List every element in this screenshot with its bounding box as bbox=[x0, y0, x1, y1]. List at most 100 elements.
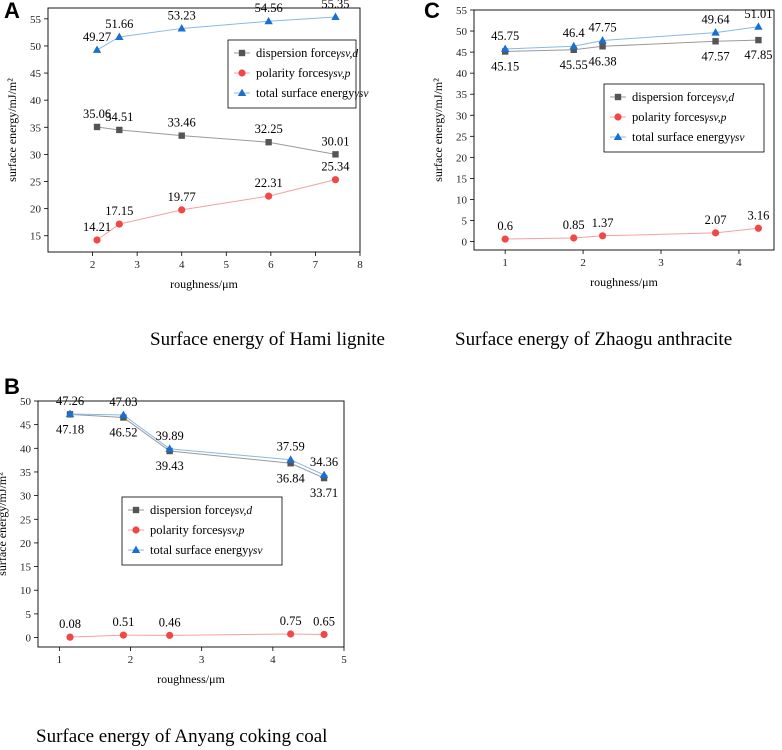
panel-b-plot-frame bbox=[37, 400, 345, 648]
panel-c-y-tick-label: 20 bbox=[456, 152, 468, 164]
panel-b-legend-label-polarity: polarity forcesγsv,p bbox=[150, 523, 245, 537]
panel-a-polarity-data-label: 22.31 bbox=[255, 176, 283, 190]
panel-c-legend-symbol: γsv,p bbox=[705, 112, 727, 124]
panel-a-y-tick-label: 40 bbox=[30, 95, 42, 107]
panel-b-y-axis-label: surface energy/mJ/m² bbox=[0, 472, 9, 576]
panel-a-polarity-data-label: 25.34 bbox=[321, 160, 350, 174]
panel-b-polarity-point bbox=[320, 630, 328, 639]
panel-a-total-data-label: 49.27 bbox=[83, 30, 111, 44]
panel-a-legend-symbol: γsv bbox=[354, 88, 369, 100]
panel-a-legend-text: polarity forces bbox=[256, 66, 329, 80]
panel-c-total-data-label: 49.64 bbox=[701, 13, 730, 27]
panel-b-polarity-point bbox=[66, 633, 74, 641]
panel-a-total-data-label: 51.66 bbox=[105, 17, 133, 31]
panel-c-total-point bbox=[754, 22, 763, 30]
panel-c-total-data-label: 51.01 bbox=[744, 7, 772, 21]
panel-b-y-tick-label: 15 bbox=[20, 562, 32, 574]
panel-a-y-tick-label: 50 bbox=[30, 41, 42, 53]
panel-a-y-tick-label: 20 bbox=[30, 204, 42, 216]
panel-b-total-data-label: 34.36 bbox=[310, 455, 338, 469]
panel-a-y-tick-label: 15 bbox=[30, 231, 42, 243]
panel-a-polarity-point bbox=[331, 176, 340, 184]
panel-c-total-data-label: 46.4 bbox=[563, 26, 586, 40]
panel-a-legend-box bbox=[227, 39, 357, 109]
panel-c-polarity-point bbox=[570, 234, 578, 242]
panel-label-c: C bbox=[424, 0, 440, 23]
panel-b-total-data-label: 37.59 bbox=[277, 440, 305, 454]
panel-b-legend-text: dispersion force bbox=[150, 503, 231, 517]
panel-c-total-point bbox=[500, 44, 510, 52]
panel-b-total-point bbox=[286, 455, 295, 463]
chart-panel-c: 1 2 3 40510152025303540455055roughness/μmsu… bbox=[431, 5, 775, 289]
panel-c-polarity-point bbox=[711, 229, 720, 237]
panel-a-total-point bbox=[177, 24, 186, 32]
panel-a-legend-symbol: γsv,d bbox=[336, 48, 358, 60]
panel-b-legend-label-dispersion: dispersion forceγsv,d bbox=[150, 503, 252, 517]
panel-b-y-tick-label: 45 bbox=[20, 420, 32, 432]
panel-a-x-tick-label: 8 bbox=[357, 259, 363, 271]
panel-a-legend-label-polarity: polarity forcesγsv,p bbox=[256, 66, 351, 80]
panel-b-total-data-label: 47.03 bbox=[109, 395, 137, 409]
panel-b-legend-symbol: γsv,p bbox=[223, 525, 245, 537]
panel-b-dispersion-data-label: 47.18 bbox=[56, 422, 84, 436]
panel-b-y-tick-label: 5 bbox=[26, 609, 32, 621]
panel-a-dispersion-data-label: 35.06 bbox=[83, 107, 111, 121]
panel-b-dispersion-data-label: 33.71 bbox=[310, 486, 338, 500]
panel-c-y-tick-label: 45 bbox=[456, 47, 468, 59]
panel-b-dispersion-data-label: 46.52 bbox=[109, 425, 137, 439]
panel-c-dispersion-data-label: 46.38 bbox=[589, 54, 617, 68]
panel-b-y-tick-label: 50 bbox=[20, 396, 32, 408]
panel-c-polarity-point bbox=[754, 224, 763, 232]
panel-c-total-point bbox=[569, 41, 578, 50]
panel-a-polarity-point bbox=[178, 206, 186, 214]
panel-a-legend-marker-dispersion bbox=[238, 49, 246, 57]
panel-a-dispersion-data-label: 34.51 bbox=[105, 110, 133, 124]
panel-a-polarity-data-label: 14.21 bbox=[83, 220, 111, 234]
panel-b-y-tick-label: 0 bbox=[26, 633, 32, 645]
panel-b-dispersion-point bbox=[287, 460, 294, 467]
panel-a-total-data-label: 55.35 bbox=[321, 0, 349, 11]
panel-b-legend-box bbox=[121, 496, 283, 566]
panel-b-y-tick-label: 40 bbox=[20, 443, 32, 455]
panel-b-legend-marker-total bbox=[131, 545, 141, 553]
panel-c-dispersion-point bbox=[712, 38, 719, 45]
panel-a-x-tick-label: 7 bbox=[313, 259, 319, 271]
panel-a-legend-text: dispersion force bbox=[256, 46, 337, 60]
panel-a-polarity-data-label: 19.77 bbox=[168, 190, 196, 204]
panel-b-y-tick-label: 35 bbox=[20, 467, 32, 479]
panel-b-legend-text: total surface energy bbox=[150, 543, 249, 557]
panel-b-legend-symbol: γsv,d bbox=[230, 505, 252, 517]
panel-c-y-tick-label: 10 bbox=[456, 194, 468, 206]
panel-c-y-tick-label: 35 bbox=[456, 89, 468, 101]
panel-b-x-tick-label: 3 bbox=[199, 654, 205, 666]
panel-b-polarity-point bbox=[166, 631, 174, 639]
panel-b-x-tick-label: 4 bbox=[270, 654, 276, 666]
panel-b-legend-label-total: total surface energyγsv bbox=[150, 543, 263, 557]
panel-c-legend-label-total: total surface energyγsv bbox=[632, 130, 745, 144]
panel-c-polarity-data-label: 0.85 bbox=[563, 218, 585, 232]
panel-b-legend-marker-polarity bbox=[132, 526, 140, 534]
panel-b-polarity-point bbox=[287, 630, 295, 638]
panel-a-polarity-data-label: 17.15 bbox=[105, 204, 133, 218]
panel-a-y-tick-label: 30 bbox=[30, 149, 42, 161]
panel-b-x-axis-label: roughness/μm bbox=[157, 672, 225, 686]
panel-c-y-axis-label: surface energy/mJ/m² bbox=[431, 78, 445, 182]
panel-b-polarity-data-label: 0.46 bbox=[159, 615, 181, 629]
panel-b-x-tick-label: 5 bbox=[341, 654, 347, 666]
panel-b-polarity-data-label: 0.08 bbox=[59, 617, 81, 631]
panel-c-total-point bbox=[598, 36, 607, 44]
panel-b-total-point bbox=[319, 470, 329, 478]
panel-a-total-point bbox=[92, 45, 102, 53]
panel-c-legend-symbol: γsv bbox=[730, 132, 745, 144]
panel-c-dispersion-data-label: 47.85 bbox=[744, 48, 772, 62]
panel-a-legend-marker-polarity bbox=[238, 69, 246, 77]
panel-c-y-tick-label: 30 bbox=[456, 110, 468, 122]
panel-c-polarity-data-label: 1.37 bbox=[592, 216, 614, 230]
panel-c-legend-label-polarity: polarity forcesγsv,p bbox=[632, 110, 727, 124]
panel-c-y-tick-label: 25 bbox=[456, 131, 468, 143]
panel-c-legend-symbol: γsv,d bbox=[712, 92, 734, 104]
panel-b-total-point bbox=[65, 409, 75, 417]
panel-c-x-tick-label: 3 bbox=[658, 257, 664, 269]
panel-c-legend-text: polarity forces bbox=[632, 110, 705, 124]
